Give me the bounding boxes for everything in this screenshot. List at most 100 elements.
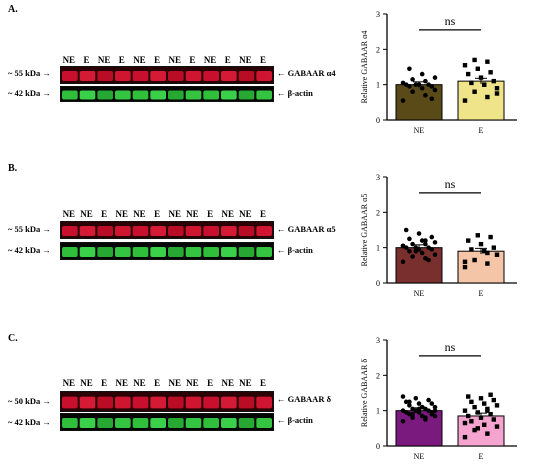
data-point [410,415,415,421]
blot-band [79,396,96,409]
blot-band [238,246,255,258]
y-tick-label: 0 [376,442,380,451]
lane-label: NE [80,378,93,388]
blot-band [185,70,202,82]
data-point [423,241,428,247]
blot-band [79,90,96,100]
blot-band [150,246,166,258]
data-point [462,259,468,264]
data-point [482,401,487,406]
data-point [469,399,474,405]
data-point [413,245,419,250]
y-tick-label: 2 [376,371,380,380]
blot-band [256,417,272,429]
actin-antibody-label: ← β-actin [277,245,313,255]
western-blot-target [60,66,274,84]
y-tick-label: 3 [376,173,380,182]
data-point [488,234,493,240]
blot-band [97,90,113,100]
data-point [482,422,487,427]
x-tick-label: NE [414,126,425,135]
data-point [413,82,419,87]
blot-band [132,246,149,258]
blot-band [97,225,113,237]
blot-band [221,90,237,100]
actin-antibody-label: ← β-actin [277,88,313,98]
lane-label: NE [239,209,252,219]
actin-antibody-label: ← β-actin [277,415,313,425]
blot-band [150,70,166,82]
lane-labels: NE E NE E NE E NE E NE E NE E [60,55,270,65]
data-point [400,259,406,265]
lane-label: E [154,55,161,65]
blot-band [97,417,113,429]
data-point [423,78,428,84]
data-point [469,247,474,252]
data-point [491,397,496,403]
lane-label: NE [133,209,146,219]
data-point [472,404,477,410]
data-point [426,257,431,263]
y-tick-label: 2 [376,208,380,217]
western-blot-actin [60,242,274,260]
lane-label: NE [221,378,234,388]
significance-label: ns [445,177,456,191]
data-point [429,234,435,240]
data-point [466,71,471,77]
blot-band [79,70,96,82]
y-axis-label: Relative GABAAR α4 [360,31,369,104]
blot-band [256,70,272,82]
x-tick-label: E [479,289,484,298]
lane-label: E [224,55,231,65]
data-point [462,420,468,426]
lane-label: E [207,209,214,219]
mw-marker-target: ~ 50 kDa → [8,396,51,406]
data-point [403,399,409,405]
blot-band [256,246,272,258]
blot-band [238,396,255,409]
data-point [478,415,484,420]
data-point [485,408,490,413]
data-point [410,241,415,247]
data-point [472,427,477,433]
blot-band [132,70,149,82]
lane-label: NE [186,209,199,219]
bar-chart: 0 1 2 3 Relative GABAAR δ NE Ens [360,336,517,461]
data-point [419,71,425,77]
data-point [407,236,412,242]
data-point [485,94,490,100]
western-blot-actin [60,413,274,431]
bar [457,415,505,447]
blot-band [62,417,78,429]
blot-band [115,90,131,100]
lane-label: NE [239,378,252,388]
mw-marker-actin: ~ 42 kDa → [8,88,51,98]
blot-band [238,70,255,82]
lane-label: E [207,378,214,388]
y-axis-label: Relative GABAAR α5 [360,194,369,267]
data-point [462,264,468,270]
lane-label: E [189,55,196,65]
data-point [429,410,435,415]
lane-label: NE [133,55,146,65]
blot-band [79,417,96,429]
data-point [416,231,422,236]
data-point [462,408,468,413]
blot-band [132,90,149,100]
data-point [488,392,493,397]
blot-band [132,396,149,409]
western-blot-actin [60,86,274,102]
blot-band [221,246,237,258]
data-point [494,91,500,96]
data-point [485,431,490,436]
data-point [426,245,431,250]
blot-band [221,396,237,409]
lane-label: NE [221,209,234,219]
data-point [410,254,415,259]
data-point [482,82,487,87]
bar-chart: 0 1 2 3 Relative GABAAR α4 NE Ens [360,10,517,135]
blot-band [238,225,255,237]
y-tick-label: 0 [376,116,380,125]
lane-label: NE [186,378,199,388]
x-tick-label: E [479,452,484,461]
